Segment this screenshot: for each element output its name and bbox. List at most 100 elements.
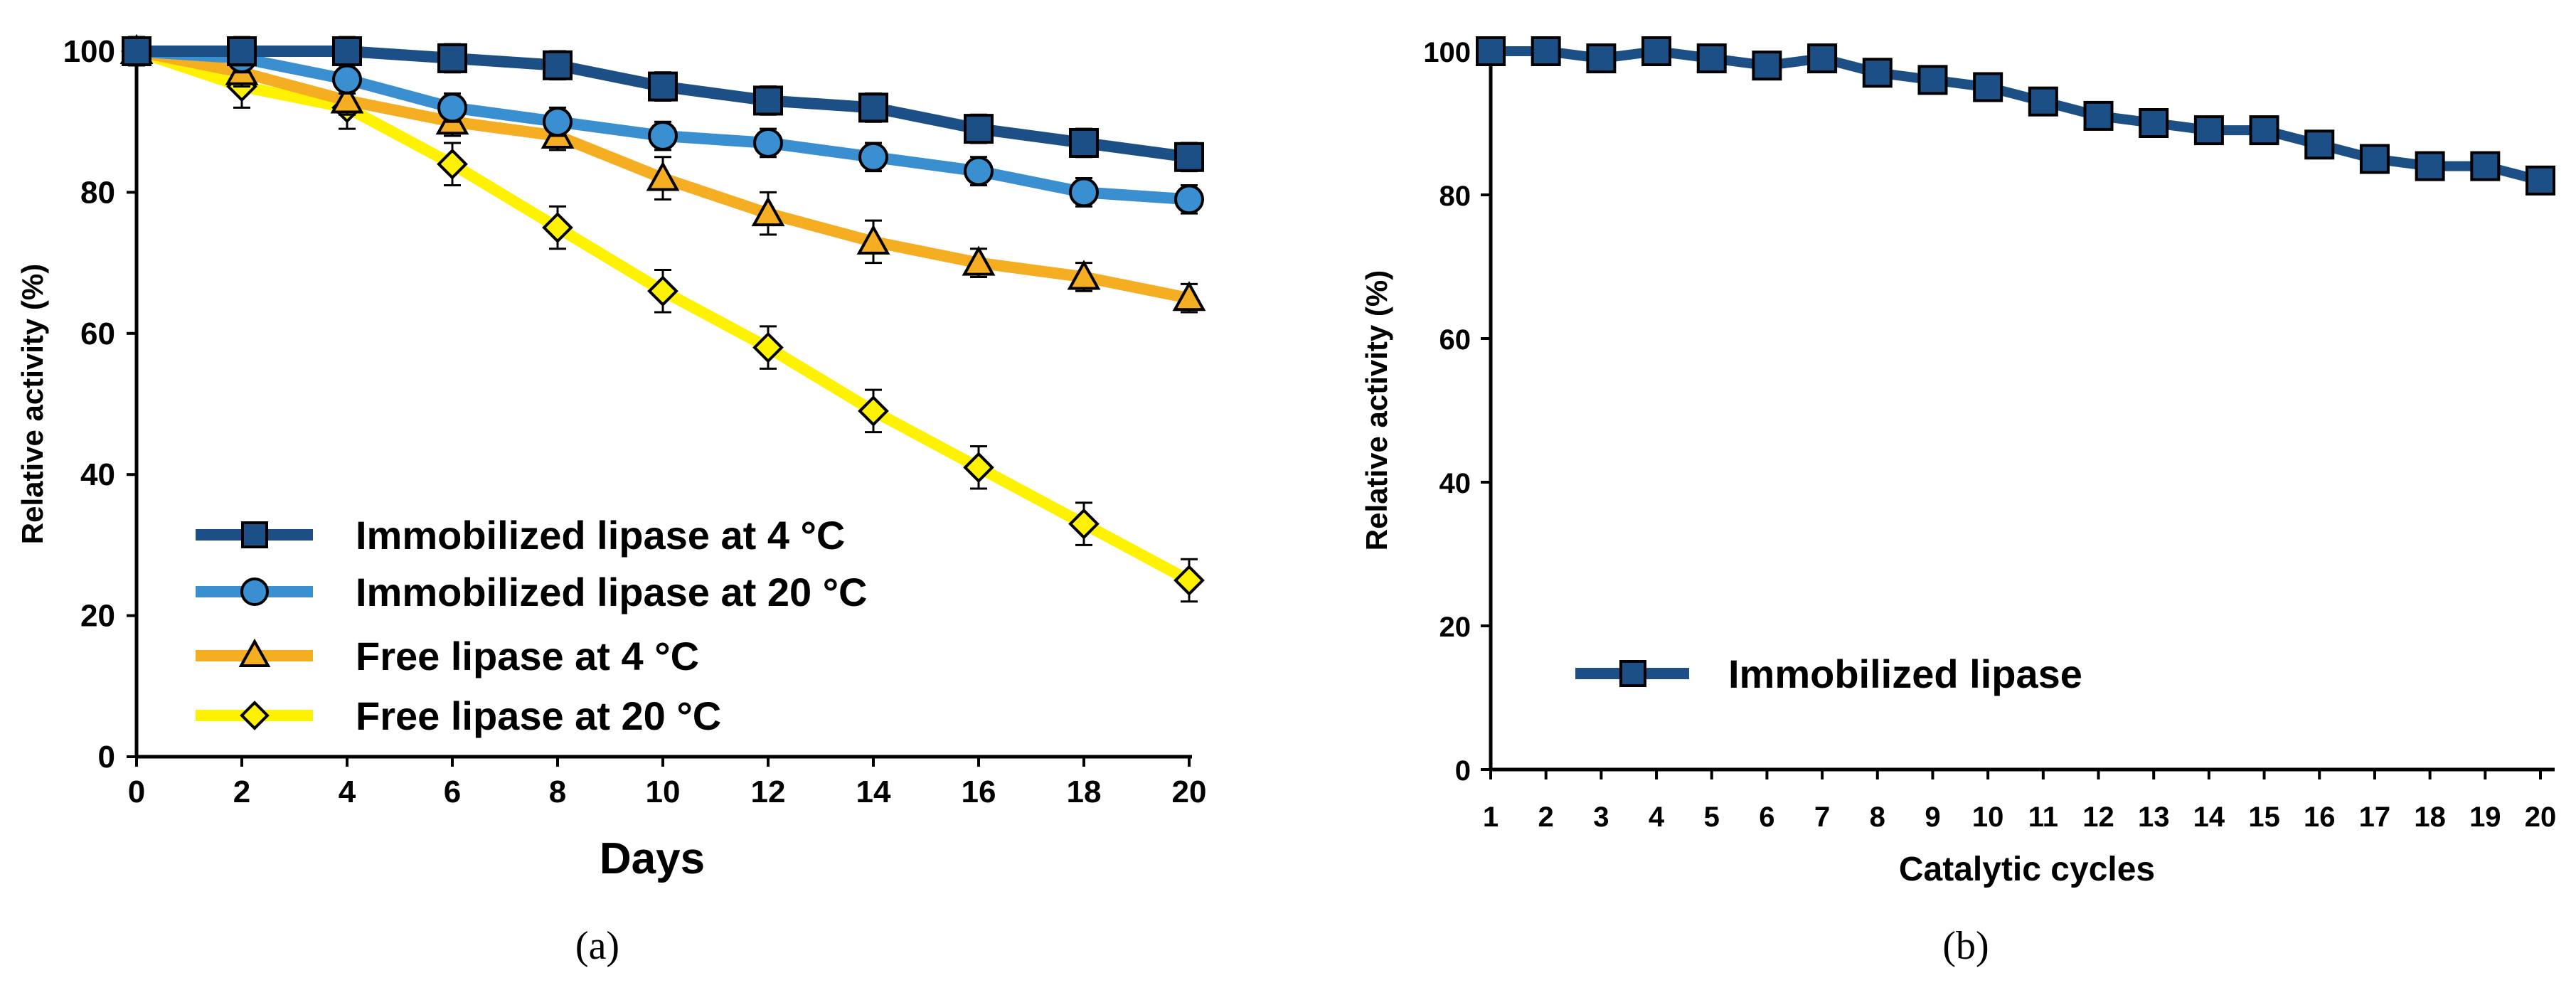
x-tick-label-a: 16	[962, 775, 996, 809]
data-point-a-3	[437, 148, 468, 180]
caption-b: (b)	[1942, 924, 1989, 968]
y-tick-label-a: 60	[80, 316, 115, 351]
x-tick-label-b: 8	[1870, 802, 1885, 833]
series-b-0	[1476, 36, 2555, 196]
data-point-a-0	[753, 85, 783, 116]
x-tick-label-b: 13	[2138, 802, 2170, 833]
y-tick-label-a: 40	[80, 457, 115, 492]
x-ticks-a: 0 2 4 6 8 10 12 14 16 18 20	[128, 757, 1207, 809]
x-tick-label-b: 3	[1593, 802, 1609, 833]
x-tick-label-b: 11	[2028, 802, 2058, 833]
y-tick-label-a: 80	[80, 175, 115, 210]
data-point-a-1	[332, 64, 362, 95]
x-tick-label-b: 1	[1483, 802, 1499, 833]
data-point-b-0	[1862, 58, 1893, 88]
data-point-a-1	[858, 142, 888, 172]
data-point-a-0	[964, 114, 994, 144]
data-point-a-2	[646, 161, 680, 191]
data-point-a-0	[332, 36, 362, 66]
data-point-a-1	[753, 127, 783, 158]
x-tick-label-a: 8	[549, 775, 566, 809]
data-point-b-0	[1752, 50, 1782, 81]
y-ticks-b: 0 20 40 60 80 100	[1423, 37, 1491, 787]
y-tick-label-b: 0	[1455, 755, 1471, 787]
legend-b: Immobilized lipase	[1575, 651, 2082, 696]
x-tick-label-b: 2	[1538, 802, 1554, 833]
x-tick-label-a: 0	[128, 775, 145, 809]
x-tick-label-b: 18	[2414, 802, 2446, 833]
x-tick-label-a: 2	[233, 775, 250, 809]
data-point-b-0	[2359, 144, 2390, 174]
x-tick-label-a: 14	[856, 775, 891, 809]
data-point-a-1	[437, 92, 467, 123]
legend-entry-a-2: Free lipase at 4 °C	[196, 634, 699, 678]
y-tick-label-b: 60	[1439, 324, 1471, 356]
y-ticks-a: 0 20 40 60 80 100	[63, 34, 137, 775]
data-point-b-0	[2083, 100, 2114, 131]
data-point-b-0	[1586, 43, 1617, 74]
legend-entry-a-0: Immobilized lipase at 4 °C	[196, 513, 845, 558]
data-point-b-0	[2139, 108, 2169, 138]
data-point-a-1	[543, 107, 573, 137]
x-tick-label-b: 5	[1704, 802, 1720, 833]
x-tick-label-b: 10	[1972, 802, 2004, 833]
data-point-a-2	[1172, 281, 1206, 312]
x-tick-label-b: 14	[2193, 802, 2225, 833]
data-point-a-2	[330, 83, 364, 114]
data-point-b-0	[1917, 65, 1948, 95]
x-tick-label-b: 7	[1814, 802, 1830, 833]
x-tick-label-b: 6	[1759, 802, 1774, 833]
y-tick-label-b: 100	[1423, 37, 1471, 68]
data-point-b-0	[2193, 115, 2224, 146]
data-point-a-0	[543, 50, 573, 80]
legend-label-a-3: Free lipase at 20 °C	[356, 693, 721, 738]
data-point-a-0	[227, 36, 257, 66]
data-point-b-0	[2249, 115, 2279, 146]
series-a-0	[122, 36, 1204, 173]
x-ticks-b: 1 2 3 4 5 6 7 8 9 10 11 12 13 14 15 16 17 18 19 20	[1483, 770, 2556, 833]
data-point-a-3	[1173, 565, 1205, 596]
x-tick-label-a: 6	[444, 775, 461, 809]
x-tick-label-b: 17	[2359, 802, 2391, 833]
legend-entry-a-1: Immobilized lipase at 20 °C	[196, 570, 868, 614]
data-point-a-3	[1068, 508, 1100, 540]
y-tick-label-b: 40	[1439, 468, 1471, 499]
data-point-b-0	[1531, 36, 1561, 66]
data-point-b-0	[1696, 43, 1727, 74]
data-point-b-0	[2470, 151, 2501, 181]
chart-panel-a: 0 20 40 60 80 100 0 2 4 6 8 10 12 14 16 18 20 Relative …	[16, 33, 1207, 968]
data-point-a-1	[1174, 184, 1204, 215]
data-point-a-0	[122, 36, 151, 66]
y-tick-label-a: 20	[80, 599, 115, 634]
legend-entry-b-0: Immobilized lipase	[1575, 651, 2082, 696]
data-point-a-3	[752, 331, 784, 363]
data-point-a-3	[963, 452, 994, 484]
legend-label-a-0: Immobilized lipase at 4 °C	[356, 513, 845, 558]
data-point-a-0	[858, 92, 888, 123]
x-tick-label-a: 20	[1172, 775, 1207, 809]
data-point-a-2	[856, 224, 890, 255]
data-point-b-0	[1807, 43, 1838, 74]
y-tick-label-b: 80	[1439, 181, 1471, 212]
x-tick-label-b: 9	[1925, 802, 1940, 833]
x-tick-label-a: 10	[646, 775, 681, 809]
data-point-a-0	[1174, 142, 1204, 172]
x-tick-label-b: 19	[2469, 802, 2501, 833]
data-point-b-0	[1641, 36, 1672, 66]
data-point-a-3	[542, 212, 573, 243]
x-tick-label-b: 20	[2525, 802, 2557, 833]
data-point-a-0	[437, 43, 467, 73]
x-tick-label-b: 15	[2248, 802, 2280, 833]
x-tick-label-b: 12	[2082, 802, 2114, 833]
data-point-a-3	[858, 395, 889, 427]
data-point-b-0	[2415, 151, 2445, 181]
data-point-a-1	[648, 121, 678, 151]
y-tick-label-a: 0	[98, 740, 115, 775]
data-point-b-0	[1973, 72, 2003, 102]
legend-entry-a-3: Free lipase at 20 °C	[196, 693, 721, 738]
data-point-a-0	[1069, 127, 1099, 158]
caption-a: (a)	[575, 924, 619, 968]
data-point-b-0	[2304, 129, 2335, 160]
